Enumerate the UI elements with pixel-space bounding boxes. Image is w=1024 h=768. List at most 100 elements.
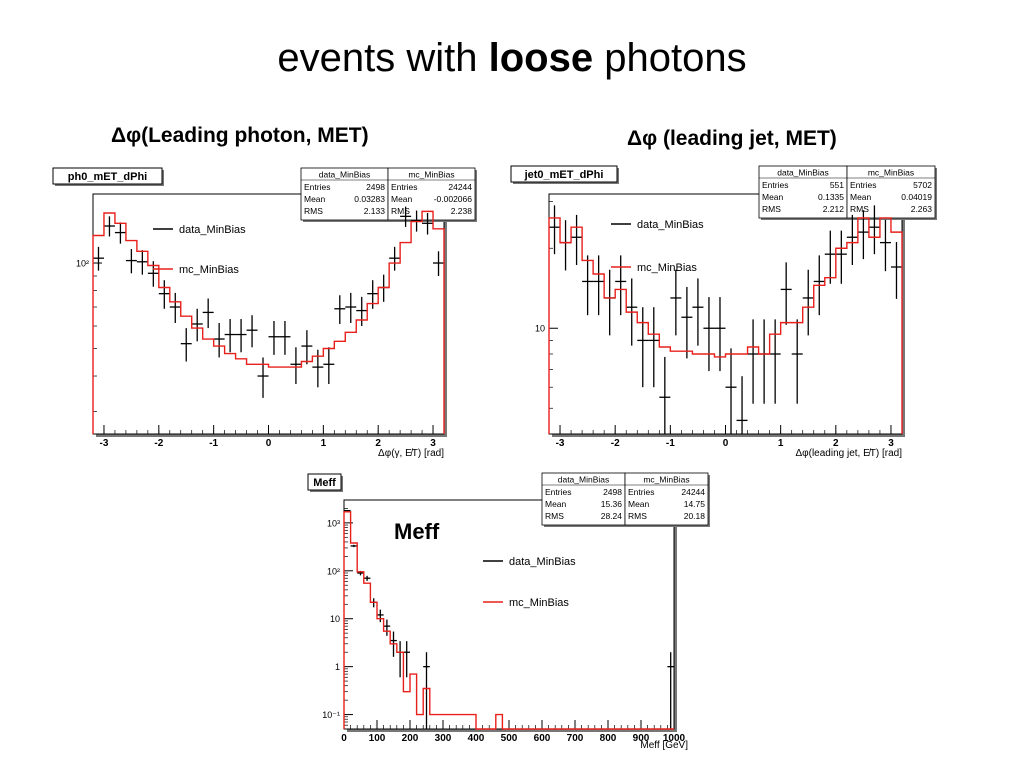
stats-value: 0.1335: [818, 192, 844, 202]
stats-box: [624, 472, 709, 526]
stats-key: Entries: [391, 182, 417, 192]
caption-right: Δφ (leading jet, MET): [627, 127, 837, 150]
plot-frame: [548, 193, 903, 435]
chart-title: ph0_mET_dPhi: [68, 171, 147, 183]
slide-title-prefix: events with: [277, 36, 489, 80]
slide-title-suffix: photons: [593, 36, 747, 80]
stats-value: 2.263: [911, 204, 933, 214]
mc-histogram: [343, 511, 674, 730]
title-box: [307, 473, 342, 491]
chart-meff: Meff 0 100 200 300 400 500 600 700 800 900 1000 10⁻¹…: [307, 472, 710, 751]
x-tick-label: 0: [266, 438, 272, 449]
y-tick-label: 10: [330, 614, 340, 624]
stats-key: RMS: [850, 204, 869, 214]
stats-key: RMS: [762, 204, 781, 214]
x-tick-label: -2: [611, 438, 620, 449]
chart-title: jet0_mET_dPhi: [524, 169, 604, 181]
legend-label: mc_MinBias: [179, 264, 239, 276]
stats-name: mc_MinBias: [408, 170, 454, 180]
stats-value: 14.75: [684, 499, 706, 509]
stats-value: -0.002066: [434, 194, 473, 204]
stats-key: RMS: [391, 206, 410, 216]
y-tick-label: 10²: [327, 566, 340, 576]
stats-value: 2.238: [451, 206, 473, 216]
x-tick-label: 2: [375, 438, 381, 449]
slide-title-bold: loose: [488, 36, 594, 80]
stats-name: data_MinBias: [777, 168, 829, 178]
x-tick-label: 500: [501, 733, 518, 744]
mc-histogram: [92, 210, 445, 434]
stats-key: Mean: [850, 192, 872, 202]
stats-value: 2.133: [364, 206, 386, 216]
stats-key: Mean: [545, 499, 567, 509]
y-tick-label: 10²: [76, 259, 89, 269]
x-tick-label: -3: [556, 438, 565, 449]
stats-value: 2498: [366, 182, 385, 192]
plot-frame: [92, 193, 445, 435]
stats-key: Entries: [545, 487, 571, 497]
stats-value: 28.24: [601, 511, 623, 521]
stats-name: mc_MinBias: [643, 475, 689, 485]
data-points: [344, 509, 674, 729]
chart-ph0-met-dphi: ph0_mET_dPhi -3 -2 -1 0 1 2 3 10² Δφ(γ, E̸T) [rad…: [52, 167, 477, 459]
x-tick-label: 1: [778, 438, 784, 449]
stats-name: data_MinBias: [319, 170, 371, 180]
plot-frame: [343, 499, 675, 730]
caption-left: Δφ(Leading photon, MET): [111, 124, 369, 147]
x-tick-label: 800: [600, 733, 617, 744]
legend-label: data_MinBias: [509, 556, 576, 568]
stats-key: Entries: [850, 180, 876, 190]
stats-value: 20.18: [684, 511, 706, 521]
stats-key: RMS: [628, 511, 647, 521]
stats-key: Mean: [391, 194, 413, 204]
stats-value: 2498: [603, 487, 622, 497]
y-tick-label: 1: [335, 662, 340, 672]
mc-histogram: [548, 217, 903, 434]
x-tick-label: 100: [369, 733, 386, 744]
caption-meff: Meff: [394, 519, 440, 544]
y-tick-label: 10: [535, 324, 545, 334]
stats-value: 0.03283: [354, 194, 385, 204]
x-tick-label: 0: [341, 733, 347, 744]
stats-box: [541, 472, 626, 526]
slide-title: events with loose photons: [0, 36, 1024, 81]
legend-label: data_MinBias: [637, 219, 704, 231]
stats-key: Entries: [628, 487, 654, 497]
x-tick-label: 3: [430, 438, 436, 449]
x-tick-label: 700: [567, 733, 584, 744]
x-axis-label: Δφ(γ, E̸T) [rad]: [378, 447, 444, 459]
title-box: [52, 167, 163, 185]
stats-key: RMS: [304, 206, 323, 216]
legend-label: mc_MinBias: [509, 597, 569, 609]
stats-key: Entries: [304, 182, 330, 192]
x-tick-label: -1: [666, 438, 675, 449]
x-axis-label: Meff [GeV]: [640, 740, 688, 751]
x-tick-label: 900: [633, 733, 650, 744]
chart-jet0-met-dphi: jet0_mET_dPhi -3 -2 -1 0 1 2 3 10 Δφ(leading jet,…: [510, 165, 937, 459]
x-tick-label: -2: [154, 438, 163, 449]
legend-label: mc_MinBias: [637, 262, 697, 274]
stats-value: 2.212: [823, 204, 845, 214]
x-tick-label: 300: [435, 733, 452, 744]
title-box: [510, 165, 618, 183]
x-tick-label: 1: [321, 438, 327, 449]
x-tick-label: 2: [833, 438, 839, 449]
x-tick-label: -3: [100, 438, 109, 449]
x-tick-label: 200: [402, 733, 419, 744]
x-axis-label: Δφ(leading jet, E̸T) [rad]: [795, 447, 902, 459]
y-tick-label: 10⁻¹: [322, 710, 340, 720]
stats-key: RMS: [545, 511, 564, 521]
x-tick-label: 1000: [663, 733, 686, 744]
stats-value: 24244: [448, 182, 472, 192]
stats-box: [300, 167, 389, 221]
stats-name: data_MinBias: [558, 475, 610, 485]
x-tick-label: -1: [209, 438, 218, 449]
stats-name: mc_MinBias: [868, 168, 914, 178]
y-tick-label: 10³: [327, 518, 340, 528]
stats-box: [846, 165, 936, 219]
x-tick-label: 0: [723, 438, 729, 449]
stats-value: 5702: [913, 180, 932, 190]
chart-title: Meff: [313, 477, 336, 489]
x-tick-label: 600: [534, 733, 551, 744]
legend-label: data_MinBias: [179, 224, 246, 236]
